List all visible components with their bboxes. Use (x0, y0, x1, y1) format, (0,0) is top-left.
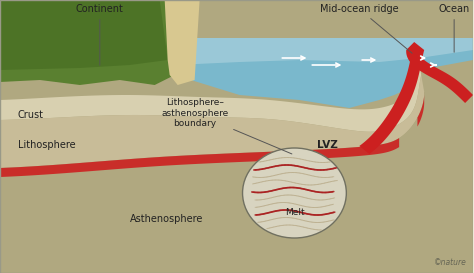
Text: Lithosphere–
asthenosphere
boundary: Lithosphere– asthenosphere boundary (161, 98, 292, 154)
Text: Asthenosphere: Asthenosphere (130, 214, 203, 224)
Text: Continent: Continent (76, 4, 124, 65)
Polygon shape (164, 0, 200, 85)
Polygon shape (0, 75, 424, 168)
Text: LVZ: LVZ (318, 140, 338, 150)
Polygon shape (406, 42, 473, 103)
Text: Crust: Crust (18, 110, 44, 120)
Polygon shape (0, 92, 473, 273)
Text: Melt: Melt (284, 208, 304, 217)
Text: Lithosphere: Lithosphere (18, 140, 75, 150)
Polygon shape (359, 42, 424, 154)
Text: ©nature: ©nature (434, 258, 467, 267)
Polygon shape (0, 60, 421, 132)
Polygon shape (0, 138, 399, 177)
Polygon shape (0, 0, 174, 85)
Text: Ocean: Ocean (438, 4, 470, 52)
Polygon shape (174, 38, 473, 108)
Polygon shape (418, 92, 424, 127)
Ellipse shape (243, 148, 346, 238)
Polygon shape (174, 38, 473, 65)
Text: Mid-ocean ridge: Mid-ocean ridge (320, 4, 412, 53)
Polygon shape (0, 0, 168, 70)
